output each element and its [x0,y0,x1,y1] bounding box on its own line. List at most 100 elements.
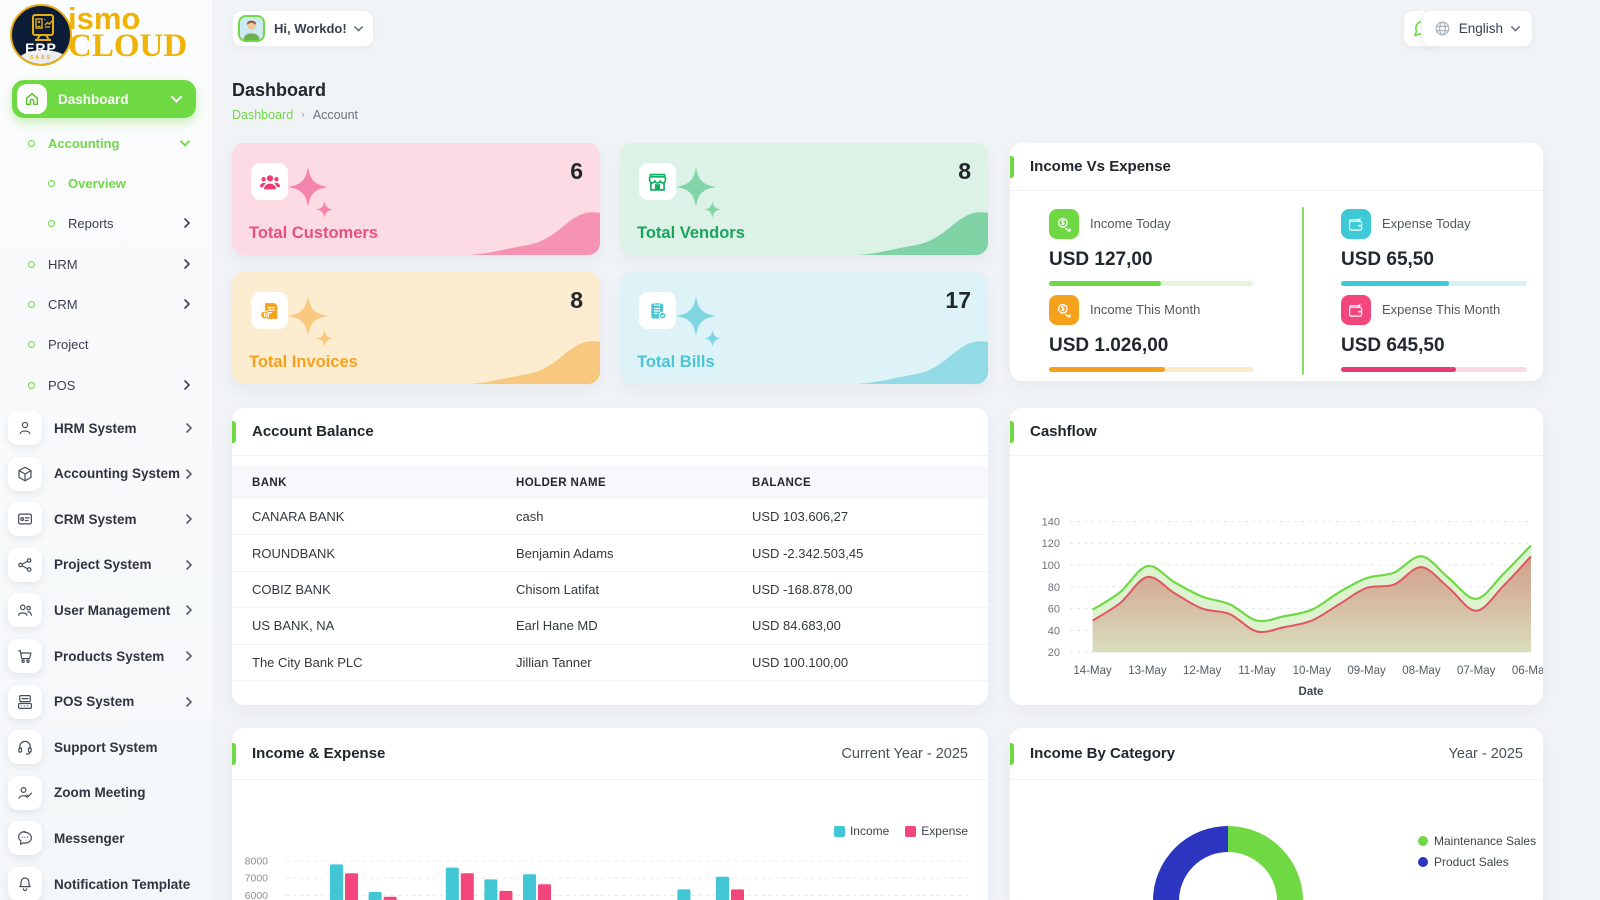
income-month-amount: USD 1.026,00 [1049,335,1169,356]
expense-today-item: Expense Today USD 65,50 [1341,209,1591,295]
income-expense-card: Income & Expense Current Year - 2025 Inc… [232,728,988,900]
module-label: Project System [54,557,152,573]
legend-maintenance-sales: Maintenance Sales [1418,834,1536,848]
sidebar-module-hrm-system[interactable]: HRM System [8,409,204,447]
legend-expense-label: Expense [921,824,968,838]
brand-name-top: ismo [68,1,141,36]
products-system-icon [8,639,42,673]
bullet-icon [28,260,35,268]
income-swatch [833,825,845,837]
sidebar-item-pos[interactable]: POS [12,370,196,400]
sidebar-module-accounting-system[interactable]: Accounting System [8,455,204,493]
wave-decoration [470,212,600,255]
income-month-label: Income This Month [1090,302,1201,317]
zoom-meeting-icon [8,775,42,810]
expense-month-item: Expense This Month USD 645,50 [1341,295,1591,381]
brand-logo[interactable]: ismo CLOUD ERP SAAS [8,2,208,68]
sidebar-item-accounting[interactable]: Accounting [12,128,196,158]
brand-badge: ERP SAAS [10,4,72,66]
sidebar: ismo CLOUD ERP SAAS Da [0,0,212,900]
module-label: Accounting System [54,466,181,482]
sidebar-item-reports[interactable]: Reports [12,208,196,238]
accent-bar [1010,156,1014,178]
income-today-label: Income Today [1090,216,1171,231]
svg-text:11-May: 11-May [1238,665,1276,677]
stat-card-total-bills: 17 Total Bills [620,272,988,384]
sidebar-item-dashboard[interactable]: Dashboard [12,80,196,118]
donut-legend: Maintenance Sales Product Sales [1418,834,1536,869]
sidebar-overview-label: Overview [68,175,126,191]
sparkle-icon [288,296,328,336]
breadcrumb-dashboard-link[interactable]: Dashboard [232,108,294,122]
module-label: Products System [54,648,165,664]
sidebar-item-project[interactable]: Project [12,329,196,359]
chevron-right-icon [186,514,192,524]
account-balance-table: BANK HOLDER NAME BALANCE CANARA BANK cas… [232,466,988,681]
card-title: Cashflow [1030,423,1097,440]
chevron-right-icon [186,423,192,433]
card-title-row: Income By Category Year - 2025 [1010,728,1543,780]
table-row: CANARA BANK cash USD 103.606,27 [232,499,988,536]
sidebar-module-pos-system[interactable]: POS System [8,683,204,721]
sidebar-module-support-system[interactable]: Support System [8,728,204,766]
sidebar-hrm-label: HRM [48,256,78,272]
badge-saas-text: SAAS [30,55,52,61]
cell-holder: Chisom Latifat [516,581,600,597]
sidebar-module-notification-template[interactable]: Notification Template [8,865,204,900]
sidebar-module-user-management[interactable]: User Management [8,591,204,629]
sparkle-icon [676,167,716,207]
card-title: Income By Category [1030,745,1176,762]
wave-decoration [470,341,600,384]
legend-expense: Expense [905,824,968,838]
module-label: HRM System [54,420,137,436]
expense-today-amount: USD 65,50 [1341,249,1434,270]
svg-text:20: 20 [1048,647,1060,659]
income-by-category-card: Income By Category Year - 2025 Maintenan… [1010,728,1543,900]
user-management-icon [8,593,42,628]
col-balance: BALANCE [752,476,812,489]
stat-value: 8 [570,287,583,313]
notification-template-icon [8,867,42,900]
legend-income-label: Income [849,824,890,838]
account-balance-card: Account Balance BANK HOLDER NAME BALANCE… [232,408,988,705]
expense-today-progress [1341,281,1527,286]
legend-product-label: Product Sales [1434,855,1509,869]
card-title: Account Balance [252,423,374,440]
sidebar-module-project-system[interactable]: Project System [8,546,204,584]
cell-bank: The City Bank PLC [252,654,363,670]
greeting-label: Hi, Workdo! [274,21,347,36]
sidebar-item-overview[interactable]: Overview [12,168,196,198]
chevron-down-icon [171,95,182,103]
chevron-right-icon [186,559,192,570]
sidebar-module-messenger[interactable]: Messenger [8,819,204,857]
sidebar-module-products-system[interactable]: Products System [8,637,204,675]
brand-wordmark: ismo CLOUD [68,3,187,63]
breadcrumb-current: Account [312,108,358,122]
svg-text:6000: 6000 [245,890,269,900]
maintenance-swatch [1418,836,1428,846]
sidebar-accounting-label: Accounting [48,135,120,151]
sidebar-item-hrm[interactable]: HRM [12,249,196,279]
accent-bar [1010,421,1014,443]
module-label: Messenger [54,830,125,846]
avatar [238,15,265,42]
chevron-down-icon [353,25,363,32]
svg-text:08-May: 08-May [1402,665,1441,677]
profile-menu-button[interactable]: Hi, Workdo! [232,10,374,47]
stat-label: Total Invoices [249,353,358,371]
stat-value: 8 [958,158,971,184]
sidebar-item-crm[interactable]: CRM [12,289,196,319]
sparkle-icon [316,201,333,218]
svg-text:80: 80 [1048,582,1060,594]
module-label: Support System [54,739,158,755]
kiosk-icon [32,14,54,41]
sidebar-module-crm-system[interactable]: CRM System [8,500,204,538]
sparkle-icon [704,330,721,347]
language-select[interactable]: English [1420,10,1533,47]
sidebar-module-zoom-meeting[interactable]: Zoom Meeting [8,774,204,812]
cell-balance: USD -168.878,00 [752,581,853,597]
cell-holder: Benjamin Adams [516,545,614,561]
sidebar-dashboard-label: Dashboard [58,91,129,107]
module-label: POS System [54,694,135,710]
chevron-right-icon [184,218,190,228]
